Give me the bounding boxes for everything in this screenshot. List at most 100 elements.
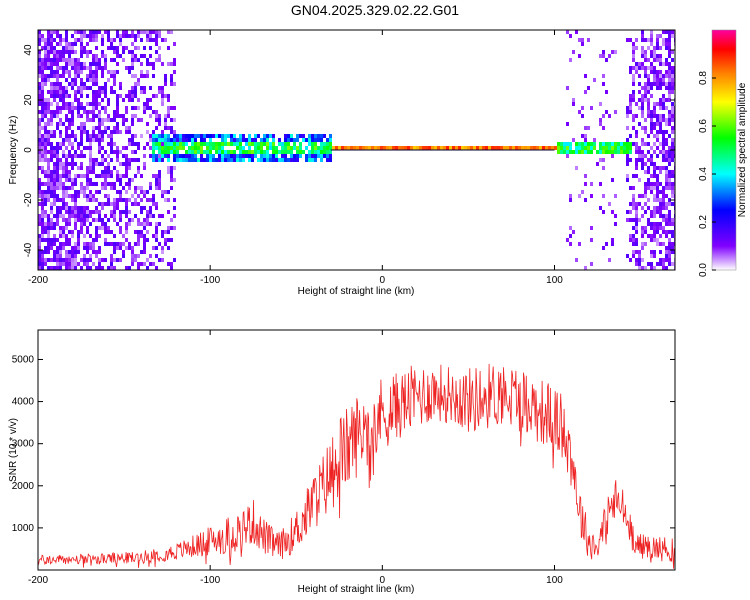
heat-cell: [137, 266, 140, 270]
heat-cell: [410, 146, 413, 150]
heat-cell: [590, 262, 593, 266]
heat-cell: [602, 114, 605, 118]
heat-cell: [80, 82, 83, 86]
heat-cell: [128, 158, 131, 162]
heat-cell: [251, 154, 254, 158]
heat-cell: [125, 146, 128, 150]
heat-cell: [131, 158, 134, 162]
heat-cell: [611, 154, 614, 158]
heat-cell: [251, 142, 254, 146]
heat-cell: [548, 146, 551, 150]
heat-cell: [41, 106, 44, 110]
heat-cell: [635, 102, 638, 106]
heat-cell: [659, 82, 662, 86]
heat-cell: [47, 174, 50, 178]
heat-cell: [575, 146, 578, 150]
heat-cell: [248, 142, 251, 146]
heat-cell: [161, 158, 164, 162]
heat-cell: [641, 234, 644, 238]
heat-cell: [98, 146, 101, 150]
snr-x-tick-label: 100: [546, 575, 563, 586]
heat-cell: [599, 122, 602, 126]
heat-cell: [647, 262, 650, 266]
heat-cell: [128, 66, 131, 70]
heat-cell: [584, 266, 587, 270]
heat-cell: [173, 142, 176, 146]
heat-cell: [119, 190, 122, 194]
heat-cell: [125, 174, 128, 178]
heat-cell: [158, 114, 161, 118]
heat-cell: [74, 206, 77, 210]
heat-cell: [566, 154, 569, 158]
heat-cell: [38, 102, 41, 106]
heat-cell: [641, 114, 644, 118]
heat-cell: [173, 214, 176, 218]
heat-cell: [668, 238, 671, 242]
heat-cell: [116, 62, 119, 66]
heat-cell: [638, 106, 641, 110]
heat-cell: [284, 138, 287, 142]
heat-cell: [38, 266, 41, 270]
heat-cell: [38, 58, 41, 62]
heat-cell: [359, 146, 362, 150]
heat-cell: [65, 242, 68, 246]
heat-cell: [137, 58, 140, 62]
heat-cell: [56, 62, 59, 66]
heat-cell: [644, 38, 647, 42]
heat-cell: [212, 134, 215, 138]
heat-cell: [104, 54, 107, 58]
heat-cell: [167, 146, 170, 150]
heat-cell: [95, 66, 98, 70]
heat-cell: [167, 246, 170, 250]
heat-cell: [155, 134, 158, 138]
heat-cell: [53, 110, 56, 114]
heat-cell: [209, 154, 212, 158]
heat-cell: [38, 126, 41, 130]
heat-cell: [89, 190, 92, 194]
heat-cell: [164, 94, 167, 98]
heat-cell: [38, 166, 41, 170]
heat-cell: [59, 242, 62, 246]
heat-cell: [62, 50, 65, 54]
heat-cell: [662, 154, 665, 158]
heat-cell: [77, 218, 80, 222]
heat-cell: [62, 94, 65, 98]
heat-cell: [74, 182, 77, 186]
heat-cell: [188, 158, 191, 162]
heat-cell: [137, 238, 140, 242]
heat-cell: [161, 94, 164, 98]
heat-cell: [110, 134, 113, 138]
heat-cell: [668, 246, 671, 250]
heat-cell: [227, 154, 230, 158]
heat-cell: [257, 150, 260, 154]
heat-cell: [536, 146, 539, 150]
heat-cell: [137, 142, 140, 146]
heat-cell: [470, 146, 473, 150]
heat-cell: [101, 38, 104, 42]
heat-cell: [305, 154, 308, 158]
heat-cell: [242, 158, 245, 162]
heat-cell: [578, 150, 581, 154]
heat-cell: [68, 254, 71, 258]
heat-cell: [626, 218, 629, 222]
heat-cell: [125, 158, 128, 162]
heat-cell: [266, 150, 269, 154]
heat-cell: [641, 154, 644, 158]
heat-cell: [560, 142, 563, 146]
heat-cell: [125, 170, 128, 174]
heat-cell: [650, 126, 653, 130]
heat-cell: [659, 142, 662, 146]
heat-cell: [131, 42, 134, 46]
heat-cell: [638, 266, 641, 270]
heat-cell: [134, 230, 137, 234]
heat-cell: [494, 146, 497, 150]
heat-cell: [281, 146, 284, 150]
heat-cell: [656, 186, 659, 190]
heat-cell: [86, 110, 89, 114]
heat-cell: [650, 238, 653, 242]
heat-cell: [647, 46, 650, 50]
heat-cell: [134, 94, 137, 98]
heat-cell: [239, 146, 242, 150]
heat-cell: [134, 38, 137, 42]
heat-cell: [299, 142, 302, 146]
